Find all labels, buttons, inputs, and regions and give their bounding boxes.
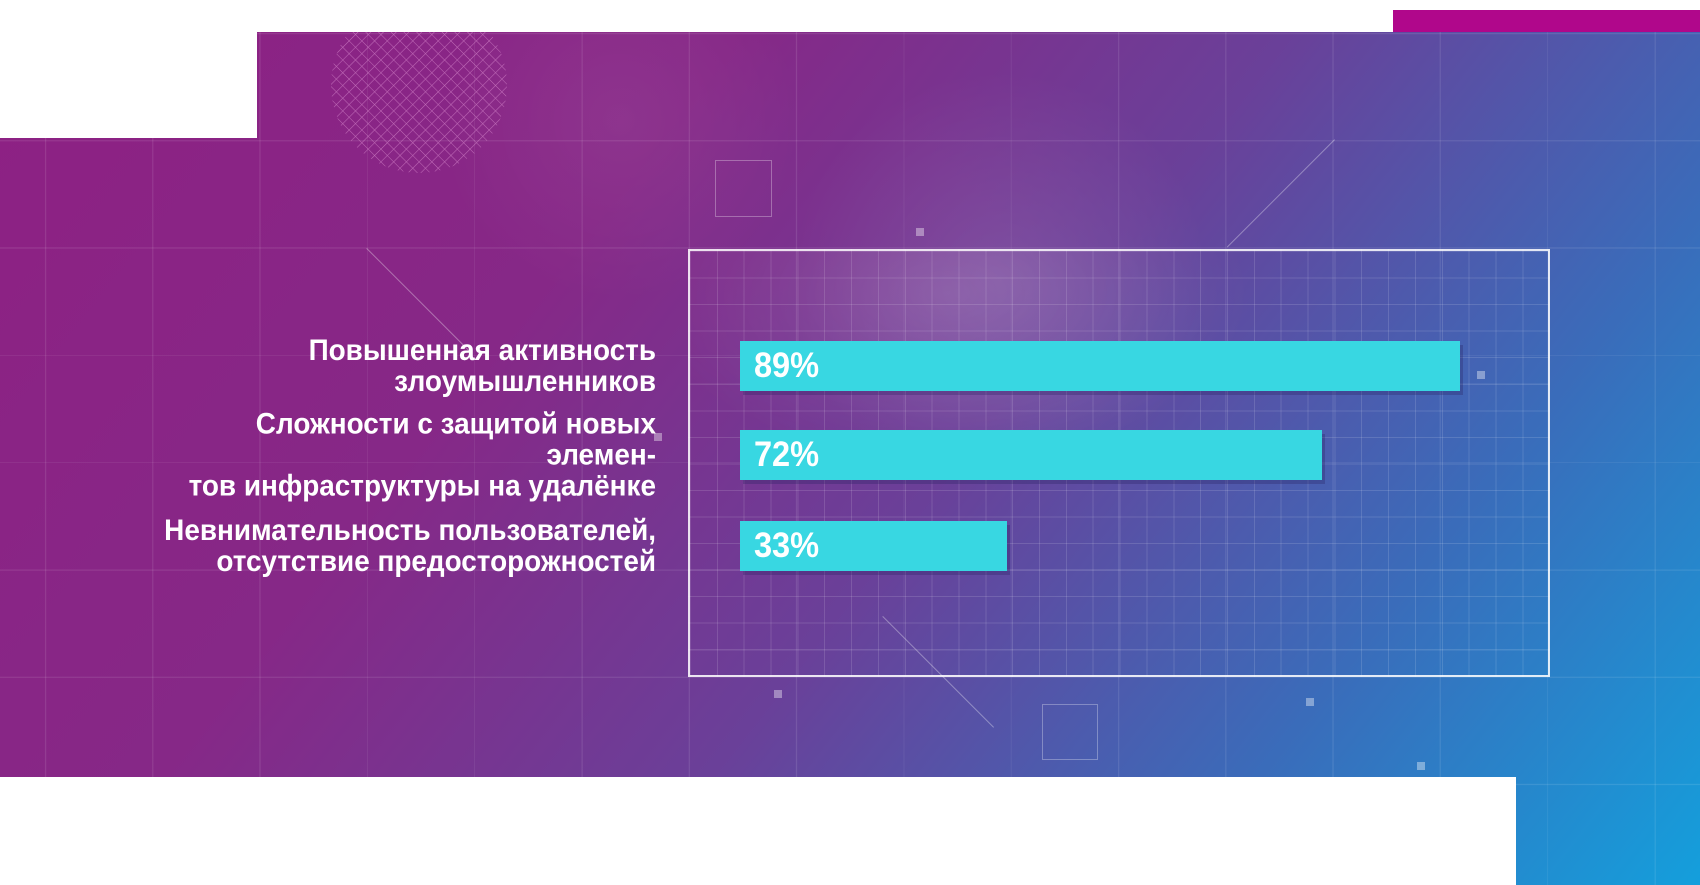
bar-category-label: Повышенная активность злоумышленников (110, 335, 656, 397)
bar: 72% (740, 430, 1322, 480)
bar-category-label-text: Сложности с защитой новых элемен-тов инф… (188, 407, 656, 503)
decorative-dot (774, 690, 782, 698)
decorative-square-outline (1042, 704, 1098, 760)
bar-category-label-text: Невнимательность пользователей, отсутстви… (164, 514, 656, 578)
bar-value-label: 72% (753, 435, 820, 474)
bar: 33% (740, 521, 1007, 571)
decorative-diagonal-line (1226, 139, 1335, 248)
white-cutout-bottom (0, 777, 1516, 885)
bar: 89% (740, 341, 1460, 391)
bar-category-label-text: Повышенная активность злоумышленников (308, 334, 656, 398)
decorative-dot (1306, 698, 1314, 706)
bar-value-label: 89% (753, 346, 820, 385)
bar-value-label: 33% (753, 526, 820, 565)
chart-row: Повышенная активность злоумышленников 89% (0, 335, 1700, 397)
chart-row: Невнимательность пользователей, отсутстви… (0, 515, 1700, 577)
bar-category-label: Невнимательность пользователей, отсутстви… (110, 515, 656, 577)
white-cutout-top-left (0, 0, 257, 138)
wireframe-sphere-graphic (331, 0, 507, 173)
accent-bar (1393, 10, 1700, 32)
decorative-square-outline (715, 160, 772, 217)
decorative-dot (654, 433, 662, 441)
bar-category-label: Сложности с защитой новых элемен-тов инф… (110, 409, 656, 502)
decorative-dot (1477, 371, 1485, 379)
decorative-dot (1417, 762, 1425, 770)
decorative-dot (916, 228, 924, 236)
chart-row: Сложности с защитой новых элемен-тов инф… (0, 409, 1700, 502)
